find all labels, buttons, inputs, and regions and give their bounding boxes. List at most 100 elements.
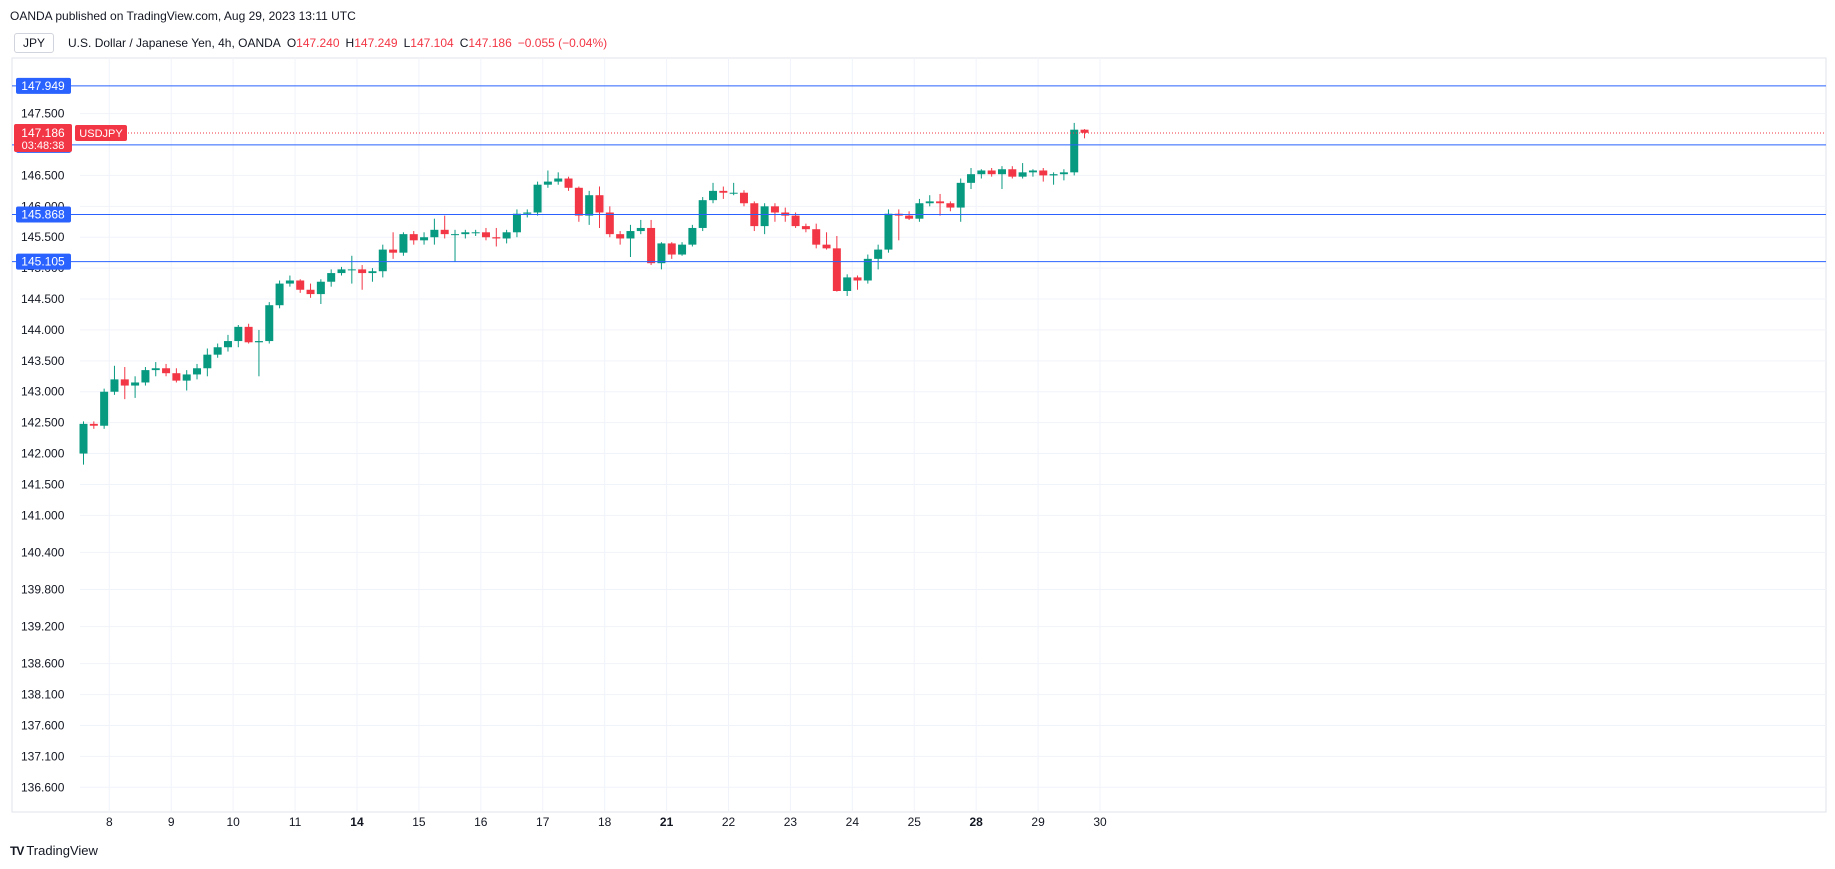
candle-body: [564, 178, 573, 188]
candle-body: [523, 212, 532, 214]
hline-price-badge: [16, 206, 71, 223]
candle-body: [791, 215, 800, 227]
candle-body: [162, 368, 171, 374]
price-tick-label: 139.200: [21, 620, 65, 634]
candle-body: [616, 234, 625, 239]
bar-countdown-label: 03:48:38: [22, 140, 65, 152]
symbol-search-button[interactable]: JPY: [14, 33, 55, 53]
candle-body: [678, 244, 687, 255]
candle-body: [636, 227, 645, 232]
candle-body: [729, 192, 738, 194]
candle-body: [89, 423, 98, 426]
candle-body: [275, 283, 284, 306]
candle-body: [1018, 172, 1027, 177]
grid: [11, 57, 1827, 813]
symbol-badge-label: USDJPY: [79, 128, 123, 140]
candle-body: [337, 269, 346, 274]
time-tick-label: 14: [350, 815, 364, 829]
candle-body: [141, 370, 150, 383]
candle-body: [316, 281, 325, 295]
time-tick-label: 29: [1031, 815, 1045, 829]
candle-body: [884, 213, 893, 250]
candle-body: [110, 379, 119, 392]
candle-body: [327, 273, 336, 282]
hline-price-label: 145.105: [21, 255, 65, 269]
tradingview-brand: TradingView: [26, 843, 98, 858]
price-tick-label: 138.600: [21, 657, 65, 671]
candle-body: [193, 368, 202, 375]
candles: [79, 122, 1089, 465]
candle-body: [1080, 129, 1089, 133]
candle-body: [626, 231, 635, 239]
tradingview-footer[interactable]: TV TradingView: [10, 843, 98, 858]
price-tick-label: 144.500: [21, 292, 65, 306]
publisher-attribution: OANDA published on TradingView.com, Aug …: [10, 9, 356, 23]
candle-body: [1039, 170, 1048, 176]
hline-price-badge: [16, 77, 71, 94]
symbol-legend: JPY U.S. Dollar / Japanese Yen, 4h, OAND…: [14, 32, 613, 54]
price-tick-label: 140.400: [21, 545, 65, 559]
time-tick-label: 9: [168, 815, 175, 829]
price-axis: 147.500146.500146.000145.500145.000144.5…: [21, 107, 65, 795]
candle-body: [760, 206, 769, 227]
plot-frame: [11, 57, 1827, 813]
candle-body: [863, 258, 872, 281]
ohlc-open: O147.240: [286, 36, 340, 50]
candle-body: [378, 249, 387, 272]
candle-body: [667, 243, 676, 255]
candle-body: [502, 232, 511, 239]
candle-body: [368, 271, 377, 274]
candle-body: [306, 289, 315, 295]
candle-body: [987, 170, 996, 175]
candle-body: [801, 226, 810, 230]
time-tick-label: 10: [226, 815, 240, 829]
hline-price-badge: [16, 253, 71, 270]
candle-body: [234, 326, 243, 342]
price-tick-label: 142.000: [21, 447, 65, 461]
candle-body: [977, 170, 986, 175]
price-tick-label: 137.600: [21, 718, 65, 732]
price-tick-label: 144.000: [21, 323, 65, 337]
candle-body: [389, 249, 398, 253]
hline-price-label: 145.868: [21, 207, 65, 221]
time-tick-label: 30: [1093, 815, 1107, 829]
candle-body: [461, 232, 470, 235]
time-tick-label: 15: [412, 815, 426, 829]
candle-body: [1049, 174, 1058, 176]
candle-body: [471, 232, 480, 234]
candle-body: [451, 234, 460, 236]
time-tick-label: 21: [660, 815, 674, 829]
ohlc-low: L147.104: [403, 36, 454, 50]
candle-body: [533, 184, 542, 213]
candle-body: [832, 248, 841, 291]
candle-body: [719, 190, 728, 193]
price-labels: 147.949146.995145.868145.105147.18603:48…: [14, 77, 127, 270]
time-tick-label: 18: [598, 815, 612, 829]
candle-body: [657, 243, 666, 264]
candle-body: [647, 227, 656, 264]
candle-body: [420, 237, 429, 241]
candle-body: [1028, 170, 1037, 173]
price-tick-label: 137.100: [21, 749, 65, 763]
symbol-description: U.S. Dollar / Japanese Yen, 4h, OANDA: [68, 36, 281, 50]
candle-body: [409, 234, 418, 241]
price-tick-label: 145.500: [21, 230, 65, 244]
candle-body: [131, 382, 140, 386]
horizontal-lines[interactable]: [12, 85, 1826, 263]
ohlc-close: C147.186: [459, 36, 512, 50]
price-tick-label: 143.000: [21, 385, 65, 399]
hline-price-label: 147.949: [21, 79, 65, 93]
candle-body: [967, 174, 976, 183]
price-tick-label: 143.500: [21, 354, 65, 368]
candle-body: [358, 269, 367, 274]
candle-body: [822, 244, 831, 249]
candle-body: [285, 280, 294, 284]
candle-body: [595, 195, 604, 213]
candle-body: [244, 326, 253, 343]
candle-body: [770, 206, 779, 213]
candle-body: [936, 201, 945, 204]
candle-body: [709, 190, 718, 201]
price-tick-label: 146.500: [21, 168, 65, 182]
time-tick-label: 23: [784, 815, 798, 829]
